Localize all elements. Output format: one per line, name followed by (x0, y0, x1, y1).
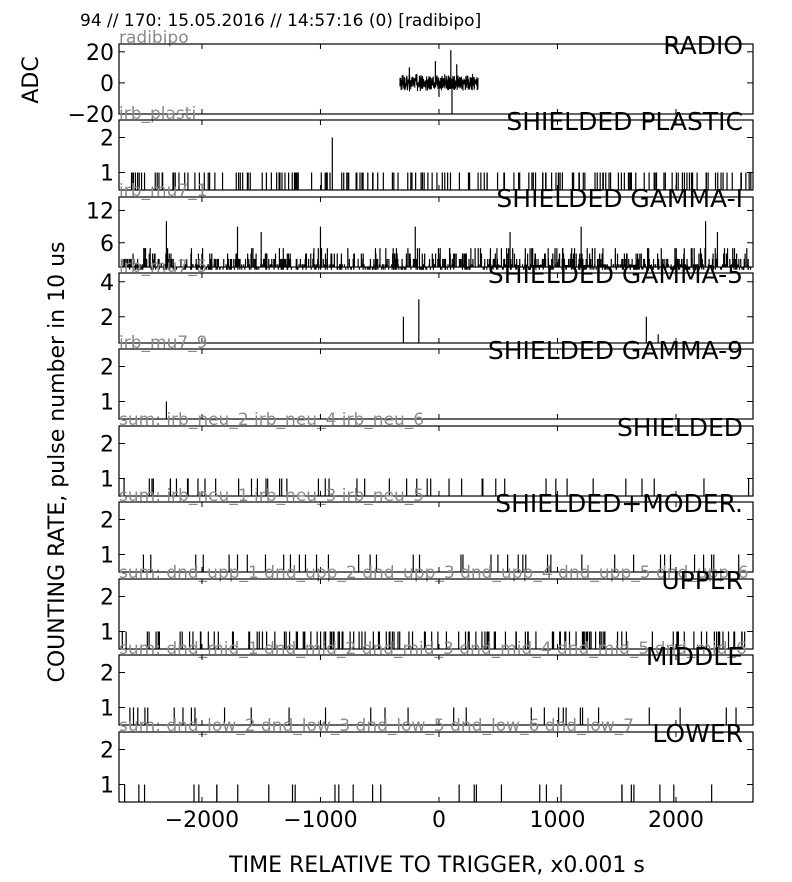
series-8 (129, 707, 737, 725)
channel-label: irb_mu7_9 (119, 333, 207, 353)
series-9 (124, 784, 713, 802)
panel-frame (118, 501, 754, 573)
panel-frame (118, 654, 754, 726)
x-tick-label: 2000 (648, 808, 704, 833)
x-tick-label: 1000 (529, 808, 585, 833)
panel-9: sum: dnd_low_2 dnd_low_3 dnd_low_5 dnd_l… (100, 716, 754, 803)
panel-title: SHIELDED+MODER. (495, 489, 743, 518)
panel-3: irb_mu7_5 2 4 SHIELDED GAMMA-5 (100, 257, 754, 344)
panel-0: radibipo −20 0 20 RADIO (68, 28, 754, 128)
y-tick-label: 0 (100, 72, 114, 97)
panel-title: RADIO (663, 31, 743, 60)
y-tick-label: 1 (100, 544, 114, 569)
channel-label: irb_mu7_1 (119, 181, 207, 201)
channel-label: sum: irb_neu_1 irb_neu_3 irb_neu_5 (119, 486, 424, 506)
y-tick-label: 2 (100, 306, 114, 331)
panel-frame (118, 119, 754, 191)
x-tick-label: −2000 (165, 808, 239, 833)
series-6 (142, 554, 740, 572)
y-tick-label: 2 (100, 586, 114, 611)
adc-axis-label: ADC (19, 56, 44, 103)
channel-label: sum: dnd_upp_1 dnd_upp_2 dnd_upp_3 dnd_u… (119, 563, 749, 583)
panel-title: SHIELDED GAMMA-I (496, 184, 743, 213)
channel-label: irb_mu7_5 (119, 257, 207, 277)
panel-title: SHIELDED GAMMA-5 (488, 260, 743, 289)
y-tick-label: 2 (100, 433, 114, 458)
rate-axis-label: COUNTING RATE, pulse number in 10 us (45, 241, 70, 682)
channel-label: radibipo (119, 28, 189, 48)
y-tick-label: 1 (100, 468, 114, 493)
y-tick-label: 4 (100, 271, 114, 296)
y-tick-label: 1 (100, 621, 114, 646)
y-tick-label: −20 (68, 103, 114, 128)
y-tick-label: 2 (100, 662, 114, 687)
panel-title: UPPER (661, 566, 743, 595)
y-tick-label: 6 (100, 232, 114, 257)
y-tick-label: 1 (100, 391, 114, 416)
channel-label: irb_plasti (119, 104, 196, 124)
y-tick-label: 2 (100, 356, 114, 381)
panel-2: irb_mu7_1 6 12 SHIELDED GAMMA-I (86, 181, 754, 270)
panel-frame (118, 272, 754, 344)
panel-4: irb_mu7_9 1 2 SHIELDED GAMMA-9 (100, 333, 754, 420)
panel-frame (118, 731, 754, 803)
panel-title: SHIELDED PLASTIC (506, 107, 743, 136)
channel-label: sum: irb_neu_2 irb_neu_4 irb_neu_6 (119, 410, 424, 430)
panel-title: SHIELDED GAMMA-9 (488, 336, 743, 365)
series-0 (399, 50, 479, 114)
series-5 (123, 478, 750, 496)
panel-7: sum: dnd_upp_1 dnd_upp_2 dnd_upp_3 dnd_u… (100, 563, 754, 650)
y-tick-label: 1 (100, 697, 114, 722)
x-axis-ticks: −2000 −1000 0 1000 2000 (165, 808, 704, 833)
panel-frame (118, 43, 754, 115)
series-1 (130, 137, 752, 190)
header-text: 94 // 170: 15.05.2016 // 14:57:16 (0) [r… (80, 11, 481, 31)
panel-frame (118, 348, 754, 420)
y-tick-label: 2 (100, 127, 114, 152)
panel-frame (118, 578, 754, 650)
y-tick-label: 12 (86, 199, 114, 224)
radio-waveform-line (399, 73, 479, 92)
panel-6: sum: irb_neu_1 irb_neu_3 irb_neu_5 1 2 SHIE… (100, 486, 754, 573)
channel-label: sum: dnd_low_2 dnd_low_3 dnd_low_5 dnd_l… (119, 716, 634, 736)
y-tick-label: 1 (100, 774, 114, 799)
x-axis-label: TIME RELATIVE TO TRIGGER, x0.001 s (228, 853, 645, 878)
y-tick-label: 2 (100, 509, 114, 534)
panel-8: sum: dnd_mid_1 dnd_mid_2 dnd_mid_3 dnd_m… (100, 639, 754, 726)
series-3 (402, 299, 659, 343)
panel-frame (118, 425, 754, 497)
panel-title: MIDDLE (646, 642, 743, 671)
panel-5: sum: irb_neu_2 irb_neu_4 irb_neu_6 1 2 SHIE… (100, 410, 754, 497)
y-tick-label: 20 (86, 41, 114, 66)
panel-title: SHIELDED (617, 413, 743, 442)
y-tick-label: 1 (100, 162, 114, 187)
x-tick-label: −1000 (283, 808, 357, 833)
x-tick-label: 0 (432, 808, 446, 833)
panel-1: irb_plasti 1 2 SHIELDED PLASTIC (100, 104, 754, 191)
y-tick-label: 2 (100, 739, 114, 764)
panel-frame (118, 196, 754, 268)
series-2 (121, 221, 752, 270)
panel-title: LOWER (652, 719, 743, 748)
series-7 (121, 631, 746, 649)
channel-label: sum: dnd_mid_1 dnd_mid_2 dnd_mid_3 dnd_m… (119, 639, 747, 659)
